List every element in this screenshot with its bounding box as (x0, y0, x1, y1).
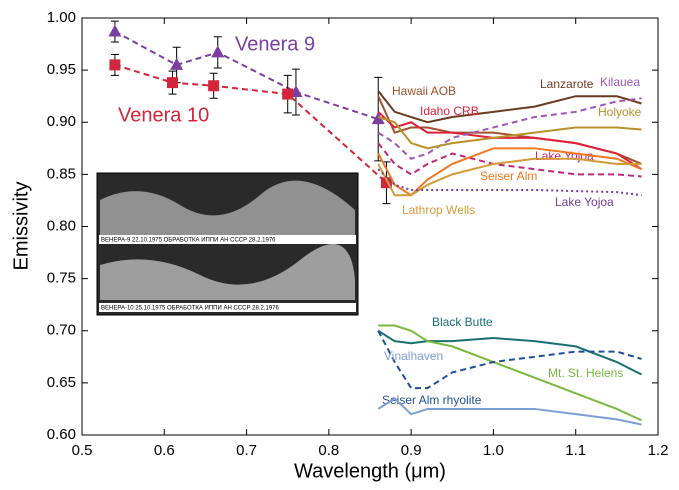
x-tick-label: 0.6 (154, 442, 175, 459)
y-tick-label: 0.60 (47, 426, 76, 443)
y-tick-label: 0.85 (47, 165, 76, 182)
series-line (377, 116, 642, 150)
series-line (377, 168, 642, 197)
y-axis-title: Emissivity (10, 182, 32, 271)
series-label: Lathrop Wells (402, 203, 475, 217)
y-tick-label: 0.95 (47, 61, 76, 78)
y-tick-label: 0.65 (47, 374, 76, 391)
data-point (380, 177, 392, 189)
inset-band (99, 235, 356, 244)
x-tick-label: 0.9 (401, 442, 422, 459)
series-label: Lake Yojoa (555, 195, 614, 209)
data-point (170, 57, 184, 70)
inset-rocks (100, 244, 355, 300)
series-line (377, 147, 642, 197)
series-line (378, 324, 642, 422)
data-point (371, 112, 385, 125)
x-tick-label: 1.0 (483, 442, 504, 459)
inset-band (99, 303, 356, 312)
y-tick-label: 0.80 (47, 217, 76, 234)
series-label: Venera 10 (118, 104, 209, 126)
series-label: Seiser Alm (480, 169, 537, 183)
series-line (377, 157, 642, 197)
series-line (377, 330, 642, 390)
series-label: Black Butte (432, 315, 493, 329)
y-tick-label: 0.90 (47, 113, 76, 130)
series-label: Kilauea (600, 75, 640, 89)
data-point (109, 59, 121, 71)
series-line (377, 90, 642, 124)
series-label: Lanzarote (540, 77, 594, 91)
y-tick-label: 1.00 (47, 9, 76, 26)
inset-photo: ВЕНЕРА-9 22.10.1975 ОБРАБОТКА ИППИ АН СС… (96, 172, 359, 316)
series-label: Vinalhaven (384, 349, 443, 363)
series-line (377, 97, 642, 160)
series-label: Mt. St. Helens (548, 366, 623, 380)
y-tick-label: 0.75 (47, 270, 76, 287)
y-tick-label: 0.70 (47, 322, 76, 339)
series-label: Venera 9 (235, 33, 315, 55)
data-point (211, 45, 225, 58)
series-line (377, 111, 643, 171)
series-label: Idaho CRB (420, 104, 479, 118)
series-label: Seiser Alm rhyolite (382, 393, 482, 407)
x-tick-label: 0.5 (72, 442, 93, 459)
x-tick-label: 0.8 (318, 442, 339, 459)
x-tick-label: 1.2 (648, 442, 669, 459)
data-point (282, 88, 294, 100)
series-line (377, 329, 642, 376)
x-axis-title: Wavelength (μm) (294, 460, 446, 482)
x-tick-label: 1.1 (565, 442, 586, 459)
series-line (377, 142, 642, 178)
series-label: Holyoke (598, 105, 642, 119)
data-point (208, 80, 220, 92)
data-point (167, 77, 179, 89)
inset-rocks (100, 180, 355, 235)
series-label: Hawaii AOB (392, 84, 456, 98)
inset-caption: ВЕНЕРА-10 25.10.1975 ОБРАБОТКА ИППИ АН С… (101, 306, 279, 312)
series-line (377, 397, 642, 426)
inset-caption: ВЕНЕРА-9 22.10.1975 ОБРАБОТКА ИППИ АН СС… (101, 238, 276, 244)
data-point (108, 24, 122, 37)
x-tick-label: 0.7 (236, 442, 257, 459)
